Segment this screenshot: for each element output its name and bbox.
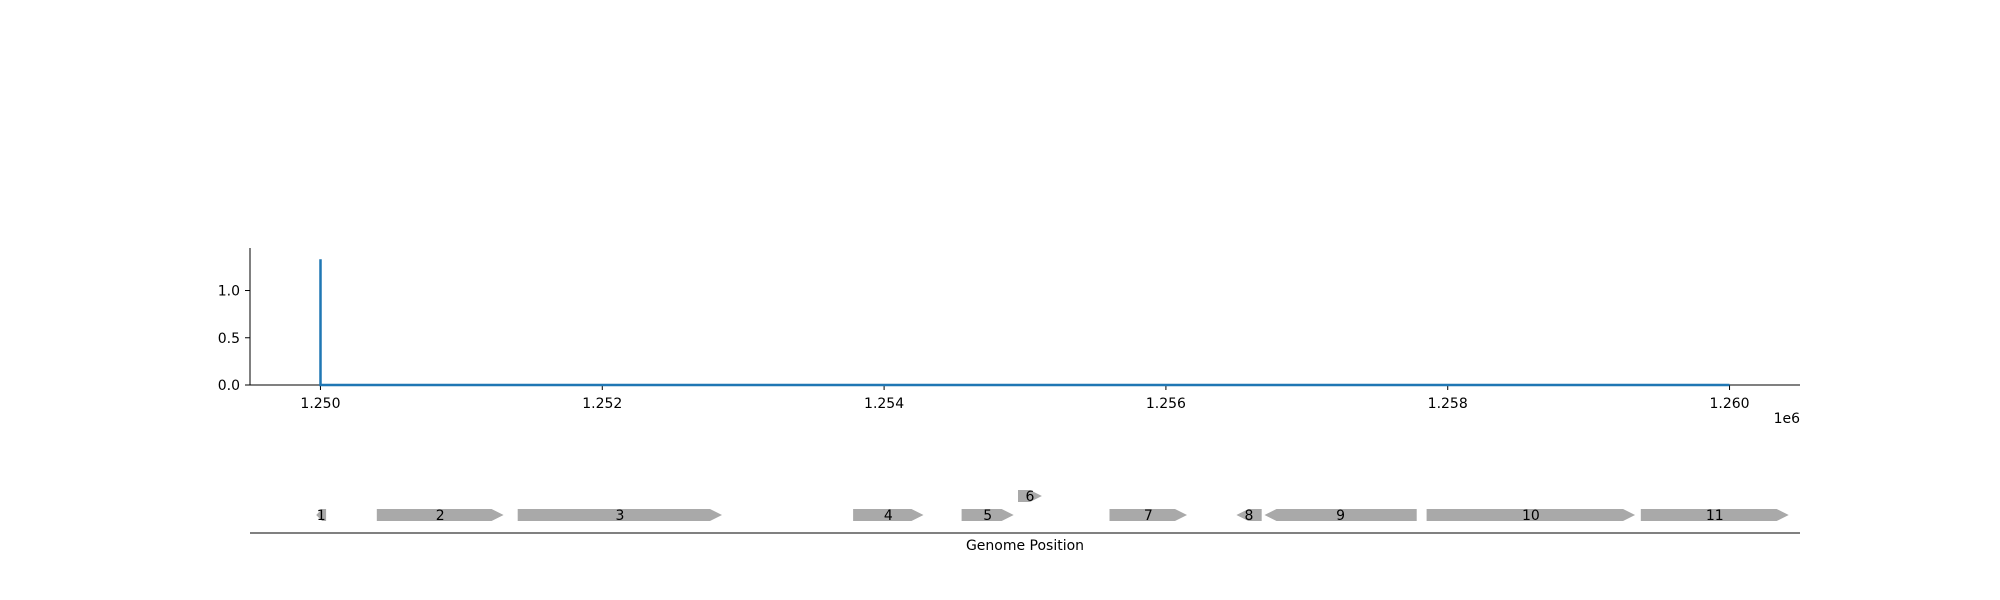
x-ticks: 1.250 1.252 1.254 1.256 1.258 1.260 [300, 385, 1750, 412]
y-tick-label: 0.5 [218, 331, 240, 347]
gene-arrow [1426, 509, 1636, 521]
gene-label: 7 [1144, 508, 1153, 524]
gene-label: 1 [317, 508, 326, 524]
gene-arrow [853, 509, 924, 521]
gene-label: 6 [1025, 489, 1034, 505]
gene-track: 1 2 3 4 5 6 7 8 9 10 11 Genome Position [250, 489, 1800, 554]
gene-label: 3 [615, 508, 624, 524]
gene-arrow [517, 509, 722, 521]
x-tick-label: 1.258 [1428, 396, 1468, 412]
gene-arrow [316, 509, 327, 521]
x-offset-label: 1e6 [1774, 411, 1801, 427]
gene-arrow [376, 509, 504, 521]
gene-label: 10 [1522, 508, 1540, 524]
gene-arrow [1236, 509, 1262, 521]
x-axis-label: Genome Position [966, 538, 1084, 554]
gene-label: 9 [1336, 508, 1345, 524]
series-group [319, 259, 1730, 387]
gene-arrow [1018, 490, 1042, 502]
x-tick-label: 1.254 [864, 396, 904, 412]
coverage-line [319, 259, 1730, 387]
gene-arrow [961, 509, 1014, 521]
gene-label: 2 [436, 508, 445, 524]
gene-label: 5 [983, 508, 992, 524]
coverage-plot: 1.250 1.252 1.254 1.256 1.258 1.260 0.0 0.5 1.0… [218, 248, 1800, 427]
y-ticks: 0.0 0.5 1.0 [218, 284, 250, 394]
gene-label: 11 [1706, 508, 1724, 524]
gene-features: 1 2 3 4 5 6 7 8 9 10 11 [316, 489, 1789, 524]
gene-label: 8 [1245, 508, 1254, 524]
y-tick-label: 0.0 [218, 378, 240, 394]
gene-arrow [1640, 509, 1789, 521]
y-tick-label: 1.0 [218, 284, 240, 300]
x-tick-label: 1.260 [1709, 396, 1749, 412]
gene-label: 4 [884, 508, 893, 524]
gene-arrow [1109, 509, 1187, 521]
x-tick-label: 1.252 [582, 396, 622, 412]
gene-arrow [1264, 509, 1417, 521]
x-tick-label: 1.250 [300, 396, 340, 412]
x-tick-label: 1.256 [1146, 396, 1186, 412]
